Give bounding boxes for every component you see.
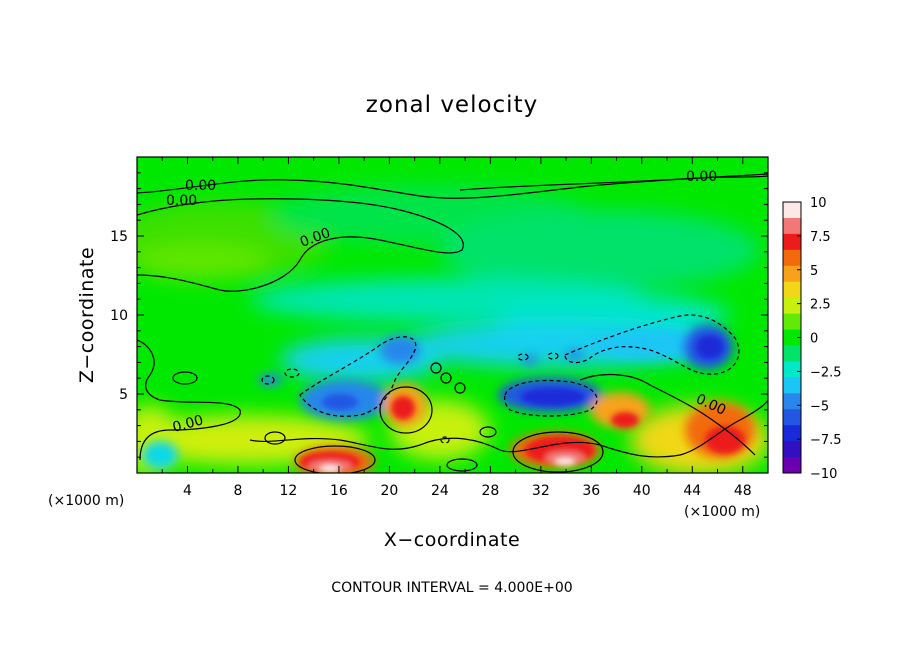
y-axis-title: Z−coordinate [76,247,98,383]
x-tick-label: 40 [633,483,651,499]
contour-line [440,436,450,444]
contour-lines [137,173,768,473]
colorbar-swatch [783,281,801,299]
contour-line [249,399,768,458]
colorbar-swatch [783,329,801,346]
contour-line [172,371,198,385]
x-axis: 4 8 12 16 20 24 28 32 36 40 44 48 [161,157,752,499]
x-tick-label: 48 [734,483,752,499]
y-tick-label: 15 [110,229,128,245]
colorbar-swatch [783,425,801,442]
colorbar-swatch [783,249,801,267]
x-axis-unit-right: (×1000 m) [684,504,760,520]
colorbar-tick-label: 7.5 [810,230,831,245]
colorbar-swatch [783,345,801,362]
contour-line [547,352,559,360]
colorbar-swatch [783,297,801,315]
contour-line [440,372,452,384]
colorbar-swatch [783,393,801,410]
x-tick-label: 36 [582,483,600,499]
contour-line [137,198,464,292]
colorbar-tick-label: −2.5 [810,365,842,380]
contour-label: 0.00 [686,169,717,185]
x-tick-label: 4 [183,483,192,499]
colorbar-swatch [783,409,801,426]
contour-line [284,368,300,378]
colorbar: 10 7.5 5 2.5 0 −2.5 −5 −7.5 −10 [782,196,842,482]
colorbar-tick-label: −5 [810,399,829,414]
colorbar-tick-label: −10 [810,467,837,482]
contour-line [430,362,442,374]
contour-line [446,458,478,472]
contour-line [294,445,376,473]
colorbar-swatch [783,217,801,235]
x-axis-unit-left: (×1000 m) [48,493,124,509]
x-tick-label: 28 [481,483,499,499]
colorbar-tick-label: 2.5 [810,298,831,313]
contour-line [517,353,529,361]
x-tick-label: 16 [330,483,348,499]
colorbar-swatch [783,457,801,474]
contour-line [299,336,417,417]
contour-line [261,375,275,385]
colorbar-swatch [783,361,801,378]
colorbar-swatch [783,265,801,283]
contour-line [512,431,604,473]
x-tick-label: 20 [380,483,398,499]
contour-line [137,339,241,461]
contour-label: 0.00 [171,412,205,436]
colorbar-tick-label: 0 [810,332,818,347]
contour-interval-note: CONTOUR INTERVAL = 4.000E+00 [331,580,572,596]
y-tick-label: 10 [110,308,128,324]
contour-label: 0.00 [166,193,197,209]
y-tick-label: 5 [119,387,128,403]
contour-line [459,175,768,191]
colorbar-tick-label: 5 [810,264,818,279]
contour-line [454,382,466,394]
chart-title: zonal velocity [366,92,538,118]
colorbar-swatch [783,377,801,394]
contour-line [479,426,497,438]
x-tick-label: 8 [233,483,242,499]
colorbar-tick-label: 10 [810,196,827,211]
colorbar-swatch [783,441,801,458]
contour-line [579,373,756,456]
colorbar-swatch [783,313,801,331]
colorbar-tick-label: −7.5 [810,433,842,448]
heatmap-field [137,157,768,473]
x-tick-label: 12 [280,483,298,499]
contour-line [564,314,740,375]
y-axis: 5 10 15 [110,172,768,458]
colorbar-swatch [783,233,801,251]
contour-line [264,431,286,445]
x-tick-label: 32 [532,483,550,499]
x-axis-title: X−coordinate [384,529,520,551]
contour-line [379,386,433,434]
x-tick-label: 24 [431,483,449,499]
negative-contours [261,314,740,444]
colorbar-swatch [783,202,801,219]
x-tick-label: 44 [683,483,701,499]
contour-label: 0.00 [185,178,216,194]
